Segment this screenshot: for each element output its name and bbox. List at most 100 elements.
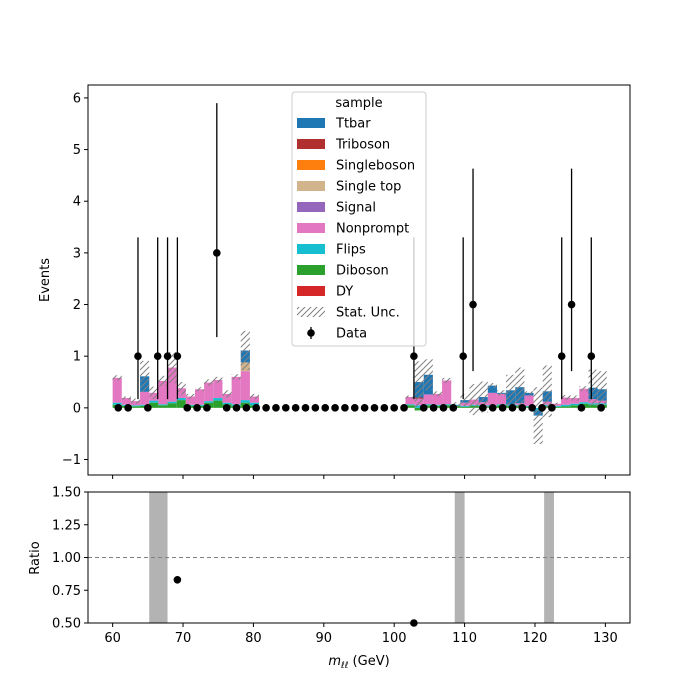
bar-flips — [249, 402, 260, 406]
y-tick-label: 1 — [73, 350, 81, 365]
stat-unc-band — [597, 371, 607, 408]
legend-swatch — [297, 202, 325, 212]
legend-swatch — [297, 307, 325, 317]
legend: sample Ttbar Triboson Singleboson Single to… — [291, 91, 427, 347]
bar-diboson — [570, 405, 580, 408]
legend-entry-data: Data — [307, 327, 367, 342]
ratio-y-axis: 0.50 0.75 1.00 1.25 1.50 — [52, 486, 88, 632]
bar-nonprompt — [231, 376, 241, 405]
bar-nonprompt — [121, 398, 131, 405]
stat-unc-band — [240, 330, 250, 371]
stat-unc-band — [194, 387, 205, 392]
bar-flips — [158, 404, 168, 406]
data-point — [360, 404, 369, 412]
legend-swatch — [297, 286, 325, 296]
legend-swatch — [297, 244, 325, 254]
ratio-x-axis: 60 70 80 90 100 110 120 130 — [104, 623, 618, 646]
ratio-y-tick-label: 0.50 — [52, 617, 81, 632]
stat-unc-band — [204, 379, 214, 386]
data-point — [577, 404, 586, 412]
bar-nonprompt — [185, 396, 195, 405]
bar-flips — [213, 398, 223, 401]
bar-diboson — [130, 406, 141, 408]
data-point — [488, 404, 497, 412]
legend-swatch — [297, 223, 325, 233]
stat-unc-band — [185, 393, 195, 400]
data-point — [144, 404, 152, 412]
stat-unc-band — [112, 375, 122, 381]
legend-entry-triboson: Triboson — [297, 138, 390, 153]
bar-nonprompt — [167, 367, 177, 402]
ratio-y-axis-label: Ratio — [28, 541, 43, 574]
data-point — [262, 404, 270, 412]
legend-swatch — [297, 181, 325, 191]
legend-swatch — [297, 139, 325, 149]
y-tick-label: 3 — [73, 246, 81, 261]
data-point — [252, 404, 261, 412]
x-tick-label: 100 — [382, 631, 407, 646]
stat-unc-band — [414, 361, 424, 408]
legend-label: Diboson — [336, 264, 389, 279]
stat-unc-band — [478, 381, 488, 413]
stat-unc-band — [588, 369, 598, 406]
bar-flips — [551, 405, 562, 407]
legend-entry-signal: Signal — [297, 201, 376, 216]
bar-nonprompt — [213, 379, 223, 399]
bar-flips — [112, 402, 122, 405]
data-point — [222, 404, 231, 412]
bar-ttbar — [487, 385, 497, 393]
x-tick-label: 70 — [175, 631, 192, 646]
data-point — [469, 300, 477, 309]
main-y-axis: −1 0 1 2 3 4 5 6 — [62, 91, 88, 468]
bar-diboson — [432, 405, 443, 408]
legend-label: DY — [336, 285, 353, 300]
legend-entry-single-top: Single top — [297, 180, 401, 195]
stat-unc-band — [149, 386, 159, 400]
bar-nonprompt — [423, 394, 433, 405]
ratio-points — [173, 575, 418, 627]
legend-label: Data — [336, 327, 367, 342]
bar-flips — [460, 405, 470, 407]
bar-flips — [130, 405, 141, 407]
bar-nonprompt — [140, 391, 150, 405]
bar-diboson — [561, 406, 571, 408]
y-tick-label: 2 — [73, 298, 81, 313]
data-point — [173, 352, 182, 360]
stat-unc-band — [432, 391, 443, 397]
stat-unc-band — [167, 352, 177, 384]
data-point — [518, 404, 527, 412]
bar-diboson — [460, 406, 470, 408]
data-point — [380, 404, 389, 412]
legend-label: Triboson — [335, 138, 390, 153]
data-point — [400, 404, 408, 412]
data-point — [163, 352, 172, 360]
stat-unc-band — [487, 383, 497, 389]
bar-nonprompt — [487, 392, 497, 406]
data-point — [390, 404, 398, 412]
legend-entry-singleboson: Singleboson — [297, 159, 415, 174]
stat-unc-band — [460, 393, 470, 407]
bar-nonprompt — [570, 398, 580, 404]
ratio-plot-panel: 0.50 0.75 1.00 1.25 1.50 60 70 80 90 100 110 120 13… — [28, 486, 631, 671]
legend-entry-stat-unc: Stat. Unc. — [297, 306, 400, 321]
stat-unc-band — [579, 386, 589, 392]
stat-unc-band — [158, 375, 168, 387]
stat-unc-band — [140, 360, 150, 392]
legend-swatch — [297, 265, 325, 275]
data-point — [242, 404, 251, 412]
y-tick-label: 0 — [73, 401, 81, 416]
data-point — [114, 404, 123, 412]
ratio-y-tick-label: 1.25 — [52, 518, 81, 533]
y-tick-label: −1 — [62, 453, 81, 468]
stat-unc-band — [423, 359, 433, 391]
data-point — [213, 249, 221, 257]
data-point — [350, 404, 359, 412]
legend-label: Flips — [336, 243, 366, 258]
stat-unc-band — [551, 402, 562, 405]
main-y-axis-label: Events — [38, 258, 53, 302]
data-point — [281, 404, 290, 412]
legend-swatch — [297, 118, 325, 128]
data-point — [567, 300, 576, 309]
stat-unc-band — [231, 374, 241, 380]
data-point — [419, 404, 428, 412]
